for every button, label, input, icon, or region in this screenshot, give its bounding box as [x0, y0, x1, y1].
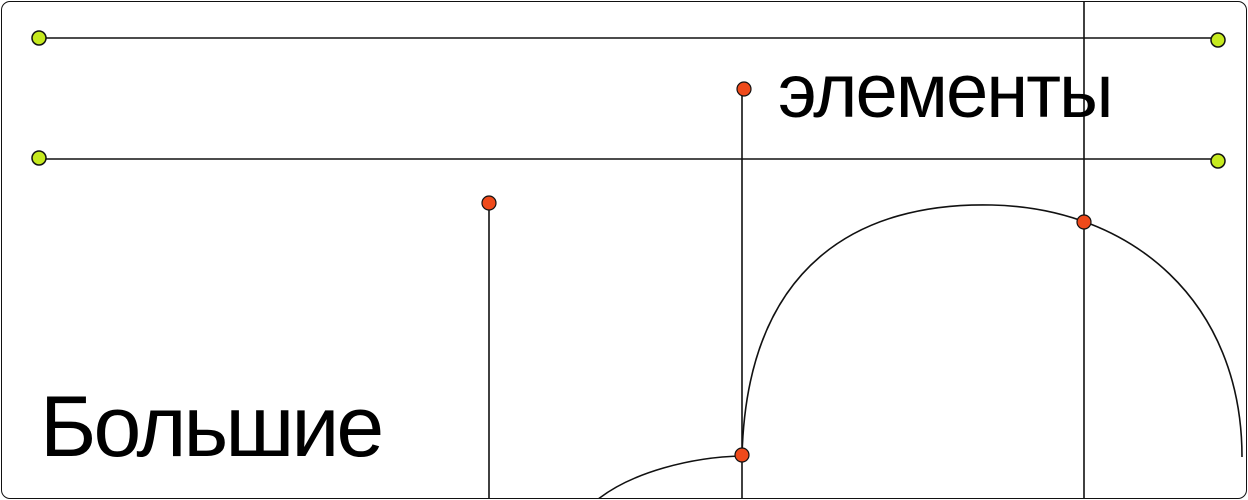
small-arc	[598, 455, 743, 498]
headline-word-top: элементы	[778, 49, 1114, 134]
green-dot	[1210, 153, 1226, 169]
green-dot	[31, 30, 47, 46]
headline-word-bottom: Большие	[40, 379, 384, 475]
orange-dot	[736, 81, 752, 97]
orange-dot	[481, 195, 497, 211]
large-arc	[741, 204, 1243, 458]
orange-dot	[734, 447, 750, 463]
green-dot	[1210, 32, 1226, 48]
orange-dot	[1076, 214, 1092, 230]
green-dot	[31, 150, 47, 166]
